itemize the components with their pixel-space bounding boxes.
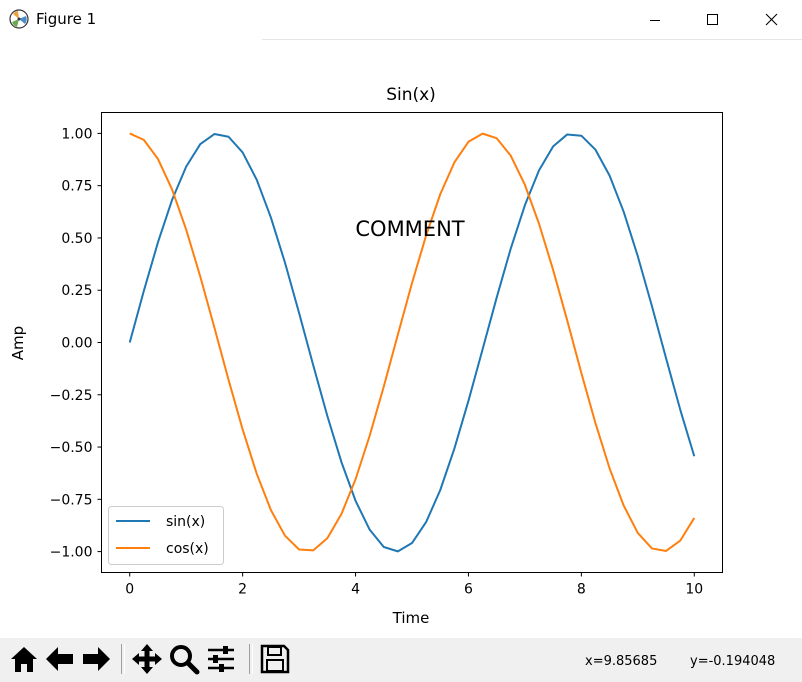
save-button[interactable] <box>258 642 292 676</box>
y-tick-label: −1.00 <box>50 545 93 561</box>
maximize-icon <box>707 14 718 25</box>
window-titlebar: Figure 1 <box>0 0 802 40</box>
close-icon <box>765 13 778 26</box>
back-arrow-icon <box>46 647 73 671</box>
y-tick-label: 0.25 <box>61 283 92 299</box>
y-tick-label: 1.00 <box>61 126 92 142</box>
window-title: Figure 1 <box>36 10 97 28</box>
save-icon <box>260 644 290 674</box>
x-axis-label: Time <box>392 609 430 627</box>
chart-title: Sin(x) <box>386 85 436 105</box>
y-tick-label: 0.75 <box>61 179 92 195</box>
legend-label-cos: cos(x) <box>166 541 209 557</box>
y-tick-label: 0.00 <box>61 336 92 352</box>
zoom-icon <box>170 645 200 675</box>
back-button[interactable] <box>43 642 77 676</box>
legend: sin(x) cos(x) <box>108 506 224 565</box>
series-line-cos <box>129 132 696 552</box>
app-logo-icon <box>9 9 29 29</box>
pan-icon <box>132 644 162 674</box>
axes-frame <box>101 112 723 573</box>
minimize-icon <box>650 20 660 21</box>
cursor-y-readout: y=-0.194048 <box>690 654 776 669</box>
subplots-button[interactable] <box>204 642 238 676</box>
home-button[interactable] <box>7 642 41 676</box>
forward-button[interactable] <box>79 642 113 676</box>
figure-canvas[interactable]: Sin(x) 0 2 4 6 8 10 1.00 0.75 0.50 0.25 0.00 −0.25 −… <box>0 40 802 638</box>
x-tick-label: 2 <box>238 582 247 598</box>
pan-button[interactable] <box>130 642 164 676</box>
home-icon <box>11 647 37 672</box>
x-tick-label: 4 <box>351 582 360 598</box>
legend-label-sin: sin(x) <box>166 514 205 530</box>
y-tick-label: −0.50 <box>50 440 93 456</box>
x-tick-label: 8 <box>577 582 586 598</box>
cursor-x-readout: x=9.85685 <box>585 654 658 669</box>
maximize-button[interactable] <box>689 0 735 40</box>
y-tick-label: −0.25 <box>50 388 93 404</box>
close-button[interactable] <box>748 0 794 40</box>
x-tick-label: 6 <box>464 582 473 598</box>
x-tick-label: 10 <box>685 582 703 598</box>
series-line-sin <box>128 133 696 553</box>
y-tick-label: 0.50 <box>61 231 92 247</box>
zoom-button[interactable] <box>167 642 201 676</box>
minimize-button[interactable] <box>632 0 678 40</box>
forward-arrow-icon <box>83 647 110 671</box>
subplots-icon <box>208 646 234 672</box>
y-tick-label: −0.75 <box>50 492 93 508</box>
x-tick-label: 0 <box>125 582 134 598</box>
y-axis-label: Amp <box>9 326 27 360</box>
navigation-toolbar: x=9.85685 y=-0.194048 <box>0 638 802 682</box>
chart-annotation: COMMENT <box>355 217 464 241</box>
